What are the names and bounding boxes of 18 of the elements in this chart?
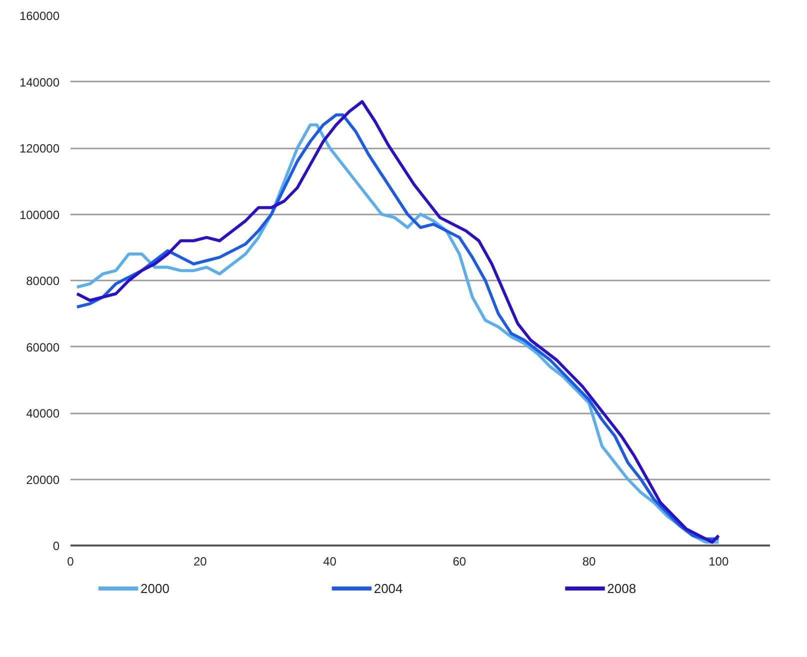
- y-tick-label: 100000: [19, 208, 60, 222]
- y-tick-label: 20000: [26, 472, 60, 487]
- legend-label: 2004: [374, 581, 403, 596]
- y-tick-label: 0: [52, 539, 60, 553]
- y-tick-label: 160000: [19, 9, 60, 23]
- x-tick-label: 0: [67, 554, 74, 568]
- y-tick-label: 40000: [26, 406, 60, 420]
- legend-label: 2000: [140, 581, 170, 596]
- x-tick-label: 100: [708, 554, 729, 568]
- y-tick-label: 60000: [26, 340, 60, 354]
- x-tick-label: 80: [582, 554, 596, 568]
- x-tick-label: 20: [193, 554, 208, 568]
- y-tick-label: 80000: [26, 274, 60, 288]
- y-tick-label: 140000: [19, 75, 60, 90]
- x-tick-label: 40: [323, 554, 337, 568]
- x-tick-label: 60: [452, 554, 466, 568]
- y-tick-label: 120000: [19, 142, 60, 156]
- legend-label: 2008: [607, 581, 636, 596]
